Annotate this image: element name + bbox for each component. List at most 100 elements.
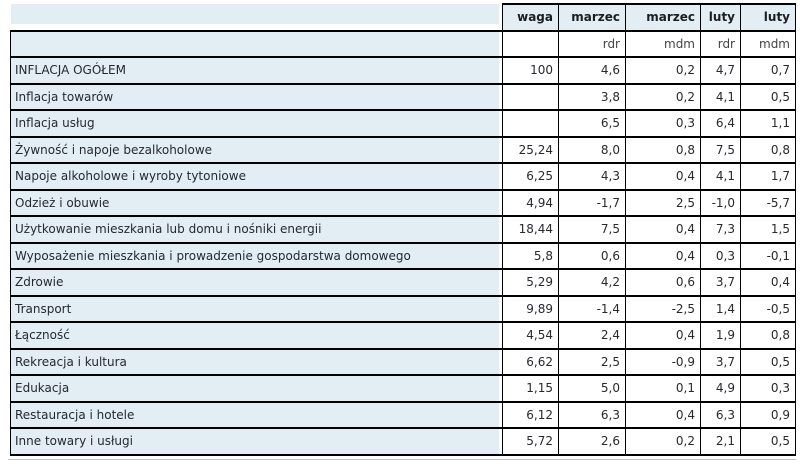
marzec-rdr-cell: 6,3 (558, 400, 626, 429)
waga-cell (502, 109, 559, 138)
luty-rdr-cell: 1,4 (700, 294, 741, 323)
luty-rdr-cell: 2,1 (700, 427, 741, 456)
marzec-rdr-cell: 8,0 (558, 135, 626, 164)
luty-mdm-cell: 0,8 (740, 321, 796, 350)
marzec-rdr-cell: 4,6 (558, 56, 626, 85)
row-label: INFLACJA OGÓŁEM (10, 56, 503, 85)
marzec-rdr-cell: 0,6 (558, 241, 626, 270)
marzec-mdm-cell: 0,4 (625, 241, 701, 270)
luty-rdr-cell: 6,4 (700, 109, 741, 138)
luty-mdm-cell: -0,5 (740, 294, 796, 323)
marzec-mdm-cell: 0,2 (625, 56, 701, 85)
waga-cell: 6,62 (502, 347, 559, 376)
row-label: Żywność i napoje bezalkoholowe (10, 135, 503, 164)
luty-mdm-cell: 0,7 (740, 56, 796, 85)
waga-cell: 18,44 (502, 215, 559, 244)
header-waga: waga (502, 3, 559, 32)
table-row: Rekreacja i kultura 6,62 2,5 -0,9 3,7 0,5 (10, 347, 796, 376)
luty-rdr-cell: 7,3 (700, 215, 741, 244)
luty-mdm-cell: -0,1 (740, 241, 796, 270)
inflation-table: waga marzec marzec luty luty rdr mdm rdr… (10, 3, 796, 456)
luty-rdr-cell: 7,5 (700, 135, 741, 164)
luty-mdm-cell: 0,5 (740, 82, 796, 111)
marzec-rdr-cell: 3,8 (558, 82, 626, 111)
luty-mdm-cell: 1,5 (740, 215, 796, 244)
waga-cell: 6,25 (502, 162, 559, 191)
waga-cell: 5,72 (502, 427, 559, 456)
waga-cell: 5,8 (502, 241, 559, 270)
marzec-mdm-cell: 0,4 (625, 321, 701, 350)
marzec-rdr-cell: 5,0 (558, 374, 626, 403)
table-row: Użytkowanie mieszkania lub domu i nośnik… (10, 215, 796, 244)
marzec-mdm-cell: 0,1 (625, 374, 701, 403)
row-label: Łączność (10, 321, 503, 350)
row-label: Inne towary i usługi (10, 427, 503, 456)
luty-rdr-cell: 4,7 (700, 56, 741, 85)
row-label: Inflacja usług (10, 109, 503, 138)
row-label: Wyposażenie mieszkania i prowadzenie gos… (10, 241, 503, 270)
luty-mdm-cell: 0,5 (740, 427, 796, 456)
marzec-rdr-cell: 4,2 (558, 268, 626, 297)
luty-rdr-cell: 4,1 (700, 162, 741, 191)
waga-cell: 4,54 (502, 321, 559, 350)
luty-mdm-cell: 0,9 (740, 400, 796, 429)
header-luty-mdm: luty (740, 3, 796, 32)
subheader-marzec-rdr: rdr (558, 29, 626, 58)
bottom-divider (8, 459, 796, 460)
row-label: Napoje alkoholowe i wyroby tytoniowe (10, 162, 503, 191)
marzec-mdm-cell: 0,6 (625, 268, 701, 297)
marzec-rdr-cell: -1,4 (558, 294, 626, 323)
waga-cell: 9,89 (502, 294, 559, 323)
waga-cell: 6,12 (502, 400, 559, 429)
row-label: Inflacja towarów (10, 82, 503, 111)
luty-mdm-cell: 1,7 (740, 162, 796, 191)
waga-cell: 1,15 (502, 374, 559, 403)
table-row: Restauracja i hotele 6,12 6,3 0,4 6,3 0,9 (10, 400, 796, 429)
luty-rdr-cell: 3,7 (700, 347, 741, 376)
luty-mdm-cell: -5,7 (740, 188, 796, 217)
luty-mdm-cell: 0,5 (740, 347, 796, 376)
luty-mdm-cell: 0,4 (740, 268, 796, 297)
marzec-rdr-cell: 4,3 (558, 162, 626, 191)
table-row: Zdrowie 5,29 4,2 0,6 3,7 0,4 (10, 268, 796, 297)
row-label: Transport (10, 294, 503, 323)
waga-cell: 25,24 (502, 135, 559, 164)
table-row: INFLACJA OGÓŁEM 100 4,6 0,2 4,7 0,7 (10, 56, 796, 85)
waga-cell: 4,94 (502, 188, 559, 217)
table-row: Transport 9,89 -1,4 -2,5 1,4 -0,5 (10, 294, 796, 323)
marzec-rdr-cell: 2,6 (558, 427, 626, 456)
marzec-mdm-cell: 0,4 (625, 215, 701, 244)
header-marzec-rdr: marzec (558, 3, 626, 32)
marzec-rdr-cell: 2,5 (558, 347, 626, 376)
luty-rdr-cell: 4,9 (700, 374, 741, 403)
luty-mdm-cell: 0,3 (740, 374, 796, 403)
header-row-measures: rdr mdm rdr mdm (10, 29, 796, 58)
row-label: Zdrowie (10, 268, 503, 297)
subheader-luty-rdr: rdr (700, 29, 741, 58)
waga-cell: 5,29 (502, 268, 559, 297)
luty-rdr-cell: 0,3 (700, 241, 741, 270)
row-label: Restauracja i hotele (10, 400, 503, 429)
waga-cell: 100 (502, 56, 559, 85)
marzec-rdr-cell: 2,4 (558, 321, 626, 350)
table-row: Inflacja towarów 3,8 0,2 4,1 0,5 (10, 82, 796, 111)
luty-rdr-cell: 3,7 (700, 268, 741, 297)
table-row: Napoje alkoholowe i wyroby tytoniowe 6,25… (10, 162, 796, 191)
table-row: Edukacja 1,15 5,0 0,1 4,9 0,3 (10, 374, 796, 403)
marzec-mdm-cell: 0,4 (625, 400, 701, 429)
marzec-rdr-cell: -1,7 (558, 188, 626, 217)
luty-mdm-cell: 0,8 (740, 135, 796, 164)
table-row: Odzież i obuwie 4,94 -1,7 2,5 -1,0 -5,7 (10, 188, 796, 217)
marzec-mdm-cell: 0,4 (625, 162, 701, 191)
marzec-mdm-cell: 0,3 (625, 109, 701, 138)
table-row: Inne towary i usługi 5,72 2,6 0,2 2,1 0,5 (10, 427, 796, 456)
marzec-mdm-cell: 2,5 (625, 188, 701, 217)
header-marzec-mdm: marzec (625, 3, 701, 32)
marzec-rdr-cell: 7,5 (558, 215, 626, 244)
table-row: Inflacja usług 6,5 0,3 6,4 1,1 (10, 109, 796, 138)
subheader-label-cell (10, 29, 503, 58)
luty-rdr-cell: 4,1 (700, 82, 741, 111)
table-row: Wyposażenie mieszkania i prowadzenie gos… (10, 241, 796, 270)
waga-cell (502, 82, 559, 111)
